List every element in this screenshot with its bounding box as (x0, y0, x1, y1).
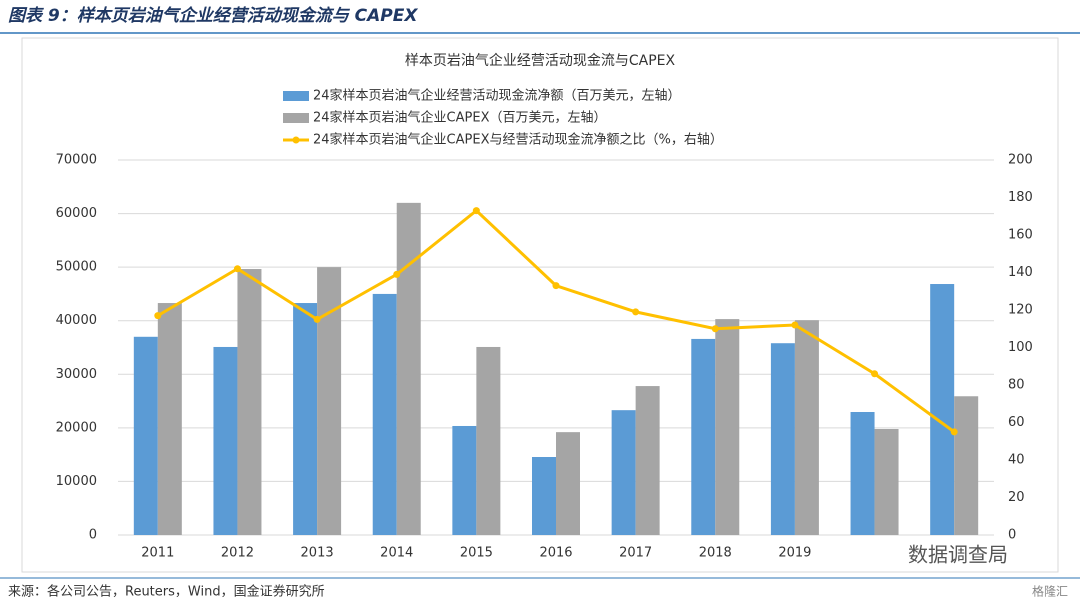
bar (635, 386, 660, 535)
chart-title: 样本页岩油气企业经营活动现金流与CAPEX (405, 52, 676, 69)
bar (372, 293, 397, 535)
y-tick-label: 40000 (56, 313, 97, 328)
bar (133, 336, 158, 535)
x-tick-label: 2019 (778, 546, 811, 561)
line-marker (472, 207, 480, 215)
bar (611, 410, 636, 535)
legend-label: 24家样本页岩油气企业经营活动现金流净额（百万美元，左轴） (313, 88, 681, 104)
line-marker (313, 315, 321, 323)
source: 来源：各公司公告，Reuters，Wind，国金证券研究所 (8, 584, 325, 600)
y2-tick-label: 0 (1008, 528, 1016, 543)
figure-header: 图表 9：样本页岩油气企业经营活动现金流与 CAPEX (8, 6, 418, 26)
x-tick-label: 2015 (460, 546, 493, 561)
bar (691, 338, 716, 535)
watermark-brand: 格隆汇 (1032, 584, 1068, 599)
y-tick-label: 30000 (56, 367, 97, 382)
bar (157, 303, 182, 535)
bar (213, 346, 238, 535)
y2-tick-label: 140 (1008, 265, 1033, 280)
bar (532, 457, 556, 535)
bar (770, 343, 795, 535)
y2-tick-label: 120 (1008, 303, 1033, 318)
line-marker (154, 312, 162, 320)
line (157, 208, 956, 434)
line-marker (871, 370, 879, 378)
x-tick-label: 2017 (619, 546, 652, 561)
line-marker (711, 325, 719, 333)
bar (715, 319, 740, 535)
y2-tick-label: 200 (1008, 153, 1033, 168)
line-marker (233, 265, 241, 273)
x-tick-label: 2012 (221, 546, 254, 561)
bar (237, 269, 262, 535)
bar (293, 303, 318, 535)
legend-label: 24家样本页岩油气企业CAPEX与经营活动现金流净额之比（%，右轴） (313, 132, 723, 148)
y2-tick-label: 100 (1008, 340, 1033, 355)
line-marker (632, 308, 640, 316)
legend-swatch (283, 91, 309, 101)
legend-swatch (292, 136, 300, 144)
bar (850, 412, 875, 535)
bar (794, 320, 819, 535)
bar (476, 346, 501, 535)
y2-tick-label: 40 (1008, 453, 1025, 468)
y-tick-label: 70000 (56, 153, 97, 168)
bar (556, 432, 580, 535)
legend-label: 24家样本页岩油气企业CAPEX（百万美元，左轴） (313, 110, 606, 126)
x-tick-label: 2014 (380, 546, 413, 561)
legend-swatch (283, 113, 309, 123)
chart-frame (21, 37, 1059, 573)
y-tick-label: 20000 (56, 420, 97, 435)
y2-tick-label: 80 (1008, 378, 1025, 393)
line-marker (393, 270, 401, 278)
line-marker (950, 428, 958, 436)
y2-tick-label: 60 (1008, 415, 1025, 430)
x-tick-label: 2018 (699, 546, 732, 561)
y2-tick-label: 160 (1008, 228, 1033, 243)
x-tick-label: 2013 (301, 546, 334, 561)
bar (954, 396, 979, 535)
y-tick-label: 60000 (56, 206, 97, 221)
y-tick-label: 50000 (56, 260, 97, 275)
y-tick-label: 0 (89, 528, 97, 543)
y2-tick-label: 180 (1008, 190, 1033, 205)
x-tick-label: 2016 (539, 546, 572, 561)
bar (874, 428, 899, 535)
x-tick-label: 2011 (141, 546, 174, 561)
bar (930, 284, 955, 535)
y2-tick-label: 20 (1008, 490, 1025, 505)
bar (396, 202, 421, 535)
y-tick-label: 10000 (56, 474, 97, 489)
line-marker (552, 282, 560, 290)
bar (452, 425, 477, 535)
watermark: 数据调查局 (908, 543, 1008, 567)
line-marker (791, 321, 799, 329)
